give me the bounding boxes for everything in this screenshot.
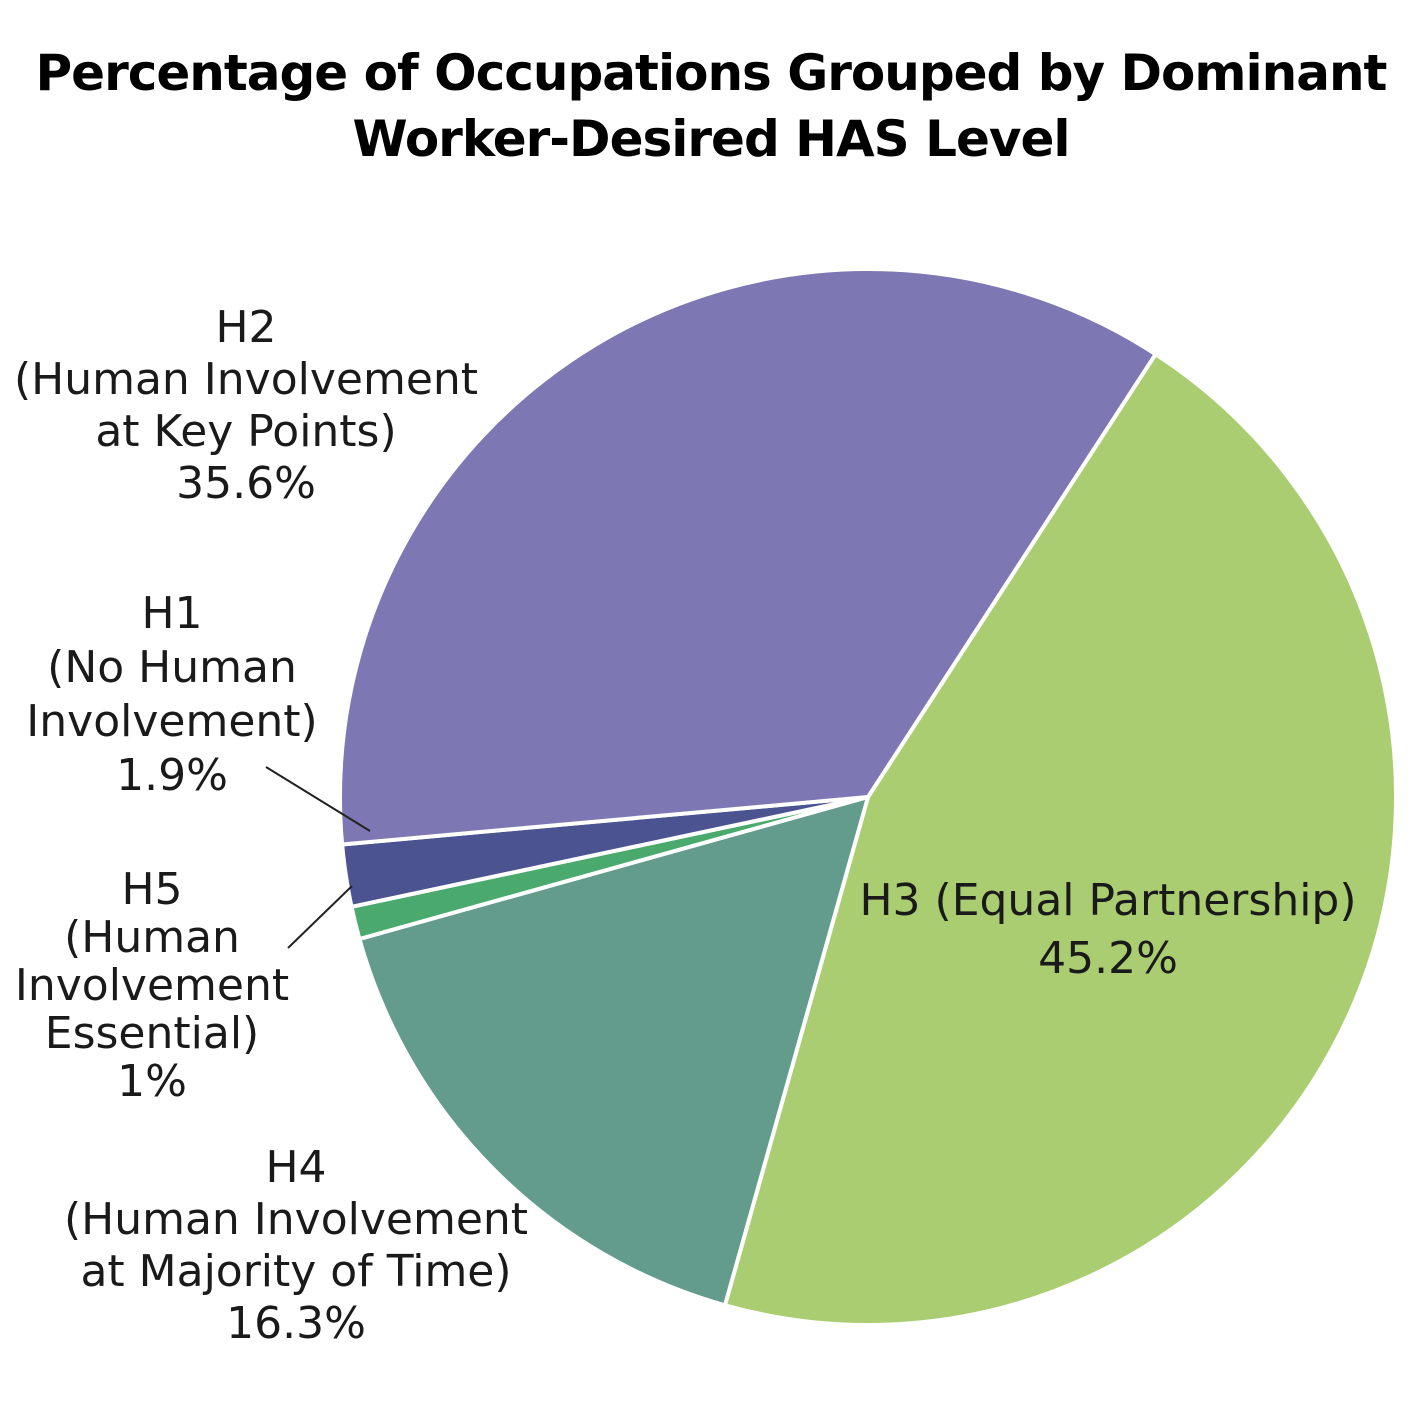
slice-labels: H3 (Equal Partnership) 45.2%H4 (Human Invo… [14,302,1357,1349]
slice-label-h5-line-2: (Human [64,912,240,963]
slice-label-h2: H2 (Human Involvement at Key Points) 35.6% [14,302,478,509]
slice-value-h5: 1% [117,1056,187,1107]
slice-label-h4-line-1: H4 [265,1142,326,1193]
leader-lines [265,766,371,949]
slice-label-h1: H1 (No Human Involvement) 1.9% [26,588,317,801]
chart-title-line-1: Percentage of Occupations Grouped by Dom… [35,44,1388,102]
slice-label-h5-line-1: H5 [121,864,182,915]
pie-slice-h3 [722,352,1398,1327]
pie-slice-h2 [338,266,1158,847]
slice-value-h1: 1.9% [116,750,228,801]
slice-value-h3: 45.2% [1038,933,1178,984]
slice-label-h2-line-2: (Human Involvement [14,354,478,405]
slice-label-h5-line-4: Essential) [45,1008,259,1059]
leader-line-h1 [265,766,371,832]
slice-label-h3: H3 (Equal Partnership) 45.2% [859,875,1356,984]
slice-label-h2-line-1: H2 [215,302,276,353]
slice-label-h4: H4 (Human Involvement at Majority of Time)… [64,1142,528,1349]
slice-label-h5-line-3: Involvement [15,960,289,1011]
slice-label-h1-line-3: Involvement) [26,696,317,747]
slice-label-h4-line-2: (Human Involvement [64,1194,528,1245]
slice-label-h5: H5 (Human Involvement Essential) 1% [15,864,289,1107]
chart-title-line-2: Worker-Desired HAS Level [352,110,1070,168]
slice-label-h3-line-1: H3 (Equal Partnership) [859,875,1356,926]
chart-title: Percentage of Occupations Grouped by Dom… [0,40,1422,172]
slice-label-h2-line-3: at Key Points) [95,406,396,457]
pie-slice-h4 [357,795,870,1308]
slice-label-h1-line-1: H1 [141,588,202,639]
slice-value-h4: 16.3% [226,1298,366,1349]
pie-slices [338,266,1398,1327]
leader-line-h5 [287,885,353,949]
slice-value-h2: 35.6% [176,458,316,509]
slice-label-h4-line-3: at Majority of Time) [80,1246,511,1297]
slice-label-h1-line-2: (No Human [47,642,297,693]
